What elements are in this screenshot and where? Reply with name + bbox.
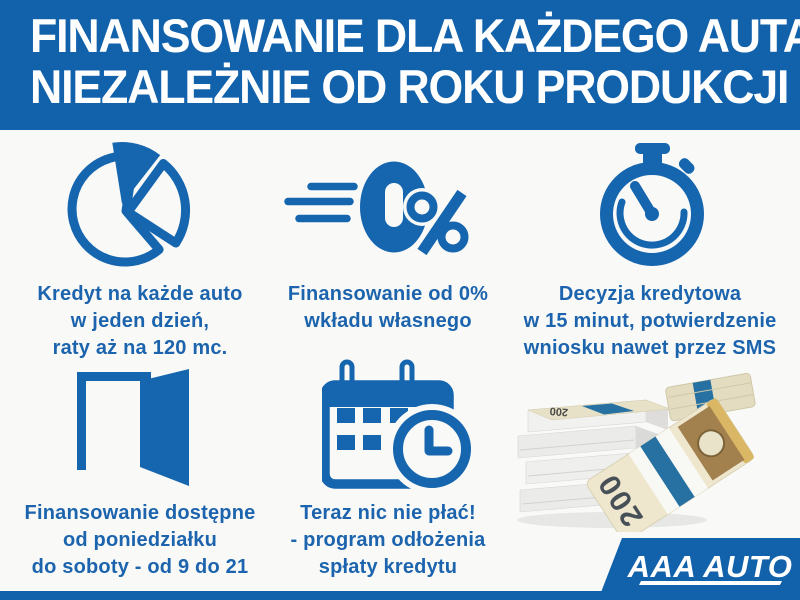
- caption-line: do soboty - od 9 do 21: [31, 556, 249, 578]
- stopwatch-icon: [600, 143, 704, 266]
- caption-line: Teraz nic nie płać!: [300, 502, 476, 524]
- caption-line: od poniedziałku: [62, 529, 218, 551]
- caption-line: w 15 minut, potwierdzenie: [523, 310, 777, 332]
- banknote-value-top: 200: [549, 404, 568, 418]
- aaa-auto-logo-text: AAA AUTO: [627, 549, 793, 584]
- feature-caption-opening-hours: Finansowanie dostępne od poniedziałku do…: [12, 500, 268, 581]
- caption-line: wkładu własnego: [304, 310, 472, 332]
- calendar-clock-icon: [322, 359, 477, 494]
- header-line-2: NIEZALEŻNIE OD ROKU PRODUKCJI: [30, 60, 789, 113]
- caption-line: Finansowanie od 0%: [287, 283, 489, 305]
- pie-chart-icon: [67, 142, 191, 267]
- caption-line: Kredyt na każde auto: [37, 283, 243, 305]
- aaa-auto-logo: AAA AUTO: [598, 538, 800, 600]
- feature-caption-deferred-payment: Teraz nic nie płać! - program odłożenia …: [260, 500, 516, 581]
- caption-line: wniosku nawet przez SMS: [523, 337, 777, 359]
- caption-line: raty aż na 120 mc.: [52, 337, 228, 359]
- caption-line: - program odłożenia: [290, 529, 486, 551]
- caption-line: spłaty kredytu: [318, 556, 458, 578]
- caption-line: Finansowanie dostępne: [24, 502, 256, 524]
- header-line-1: FINANSOWANIE DLA KAŻDEGO AUTA: [30, 9, 800, 62]
- feature-caption-zero-percent: Finansowanie od 0% wkładu własnego: [260, 281, 516, 335]
- feature-caption-loan: Kredyt na każde auto w jeden dzień, raty…: [12, 281, 268, 362]
- money-stack-image: 200 200: [517, 372, 756, 532]
- feature-caption-decision: Decyzja kredytowa w 15 minut, potwierdze…: [522, 281, 778, 362]
- zero-percent-icon: [284, 161, 469, 256]
- caption-line: Decyzja kredytowa: [558, 283, 742, 305]
- caption-line: w jeden dzień,: [70, 310, 210, 332]
- open-door-icon: [77, 369, 189, 486]
- header-banner: FINANSOWANIE DLA KAŻDEGO AUTA NIEZALEŻNI…: [0, 0, 800, 130]
- bottom-accent-bar: [0, 591, 800, 600]
